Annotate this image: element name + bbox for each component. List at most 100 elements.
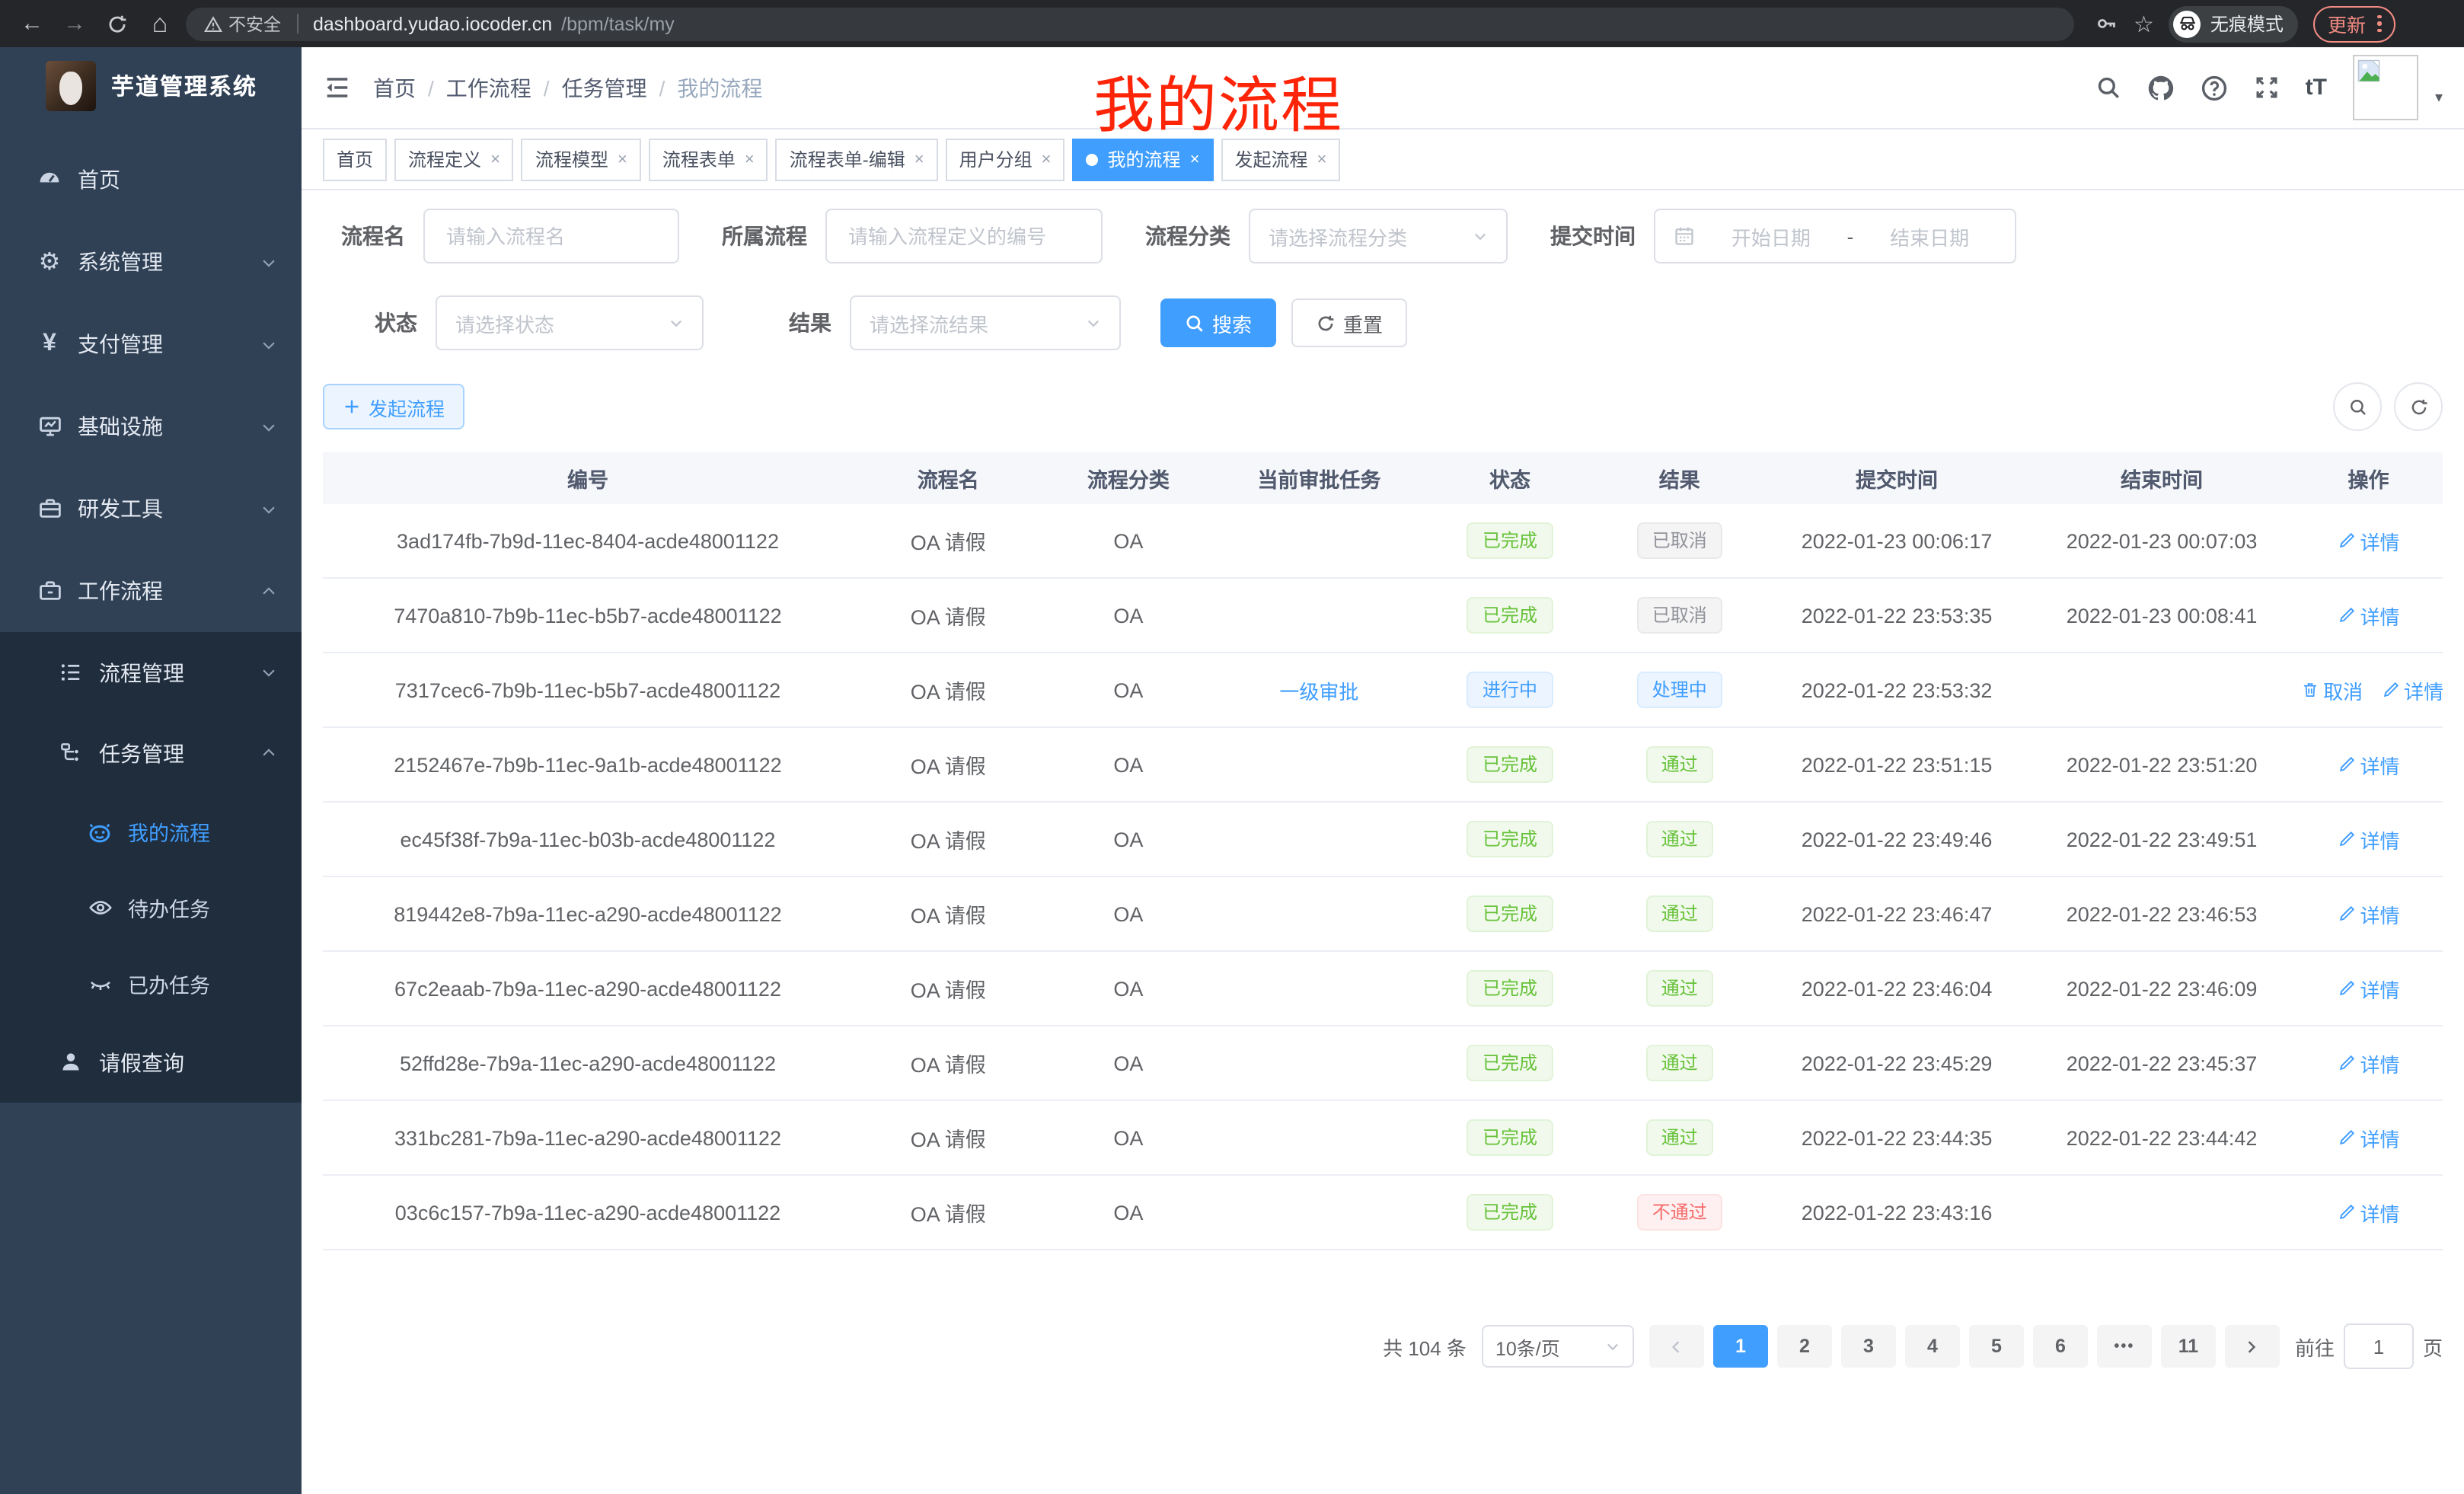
sidebar-item-home[interactable]: 首页 [0,139,302,221]
refresh-table-button[interactable] [2394,382,2443,431]
current-task-link[interactable]: 一级审批 [1279,680,1359,703]
search-button[interactable]: 搜索 [1160,298,1277,347]
sidebar-item-infra[interactable]: 基础设施 [0,385,302,468]
chevron-down-icon [669,315,684,330]
chevron-down-icon [1605,1339,1620,1354]
breadcrumb-home[interactable]: 首页 [373,75,416,100]
fullscreen-icon[interactable] [2254,75,2280,101]
home-icon[interactable]: ⌂ [152,8,168,37]
filter-label-process-name: 流程名 [341,224,405,248]
detail-link[interactable]: 详情 [2338,1198,2400,1227]
update-button[interactable]: 更新 [2313,5,2395,42]
sidebar-item-process-mgmt[interactable]: 流程管理 [0,632,302,713]
tab-process-definition[interactable]: 流程定义 × [394,138,514,180]
tab-my-process[interactable]: 我的流程 × [1072,138,1214,180]
page-content: 流程名 所属流程 流程分类 请选择流程分类 [302,190,2464,1494]
chrome-menu-icon[interactable] [2377,14,2382,33]
avatar[interactable] [2352,55,2418,120]
status-badge: 已完成 [1467,821,1553,857]
forward-icon[interactable]: → [63,11,86,37]
status-badge: 已完成 [1467,1119,1553,1156]
url-domain: dashboard.yudao.iocoder.cn [313,13,553,34]
detail-link[interactable]: 详情 [2338,601,2400,630]
page-button-5[interactable]: 5 [1968,1325,2024,1368]
page-button-3[interactable]: 3 [1840,1325,1896,1368]
search-icon[interactable] [2095,75,2121,101]
detail-link[interactable]: 详情 [2338,974,2400,1003]
sidebar-item-done[interactable]: 已办任务 [0,946,302,1022]
sidebar-item-task-mgmt[interactable]: 任务管理 [0,713,302,793]
reload-icon[interactable] [101,7,134,40]
app-logo[interactable]: 芋道管理系统 [0,47,302,123]
caret-down-icon[interactable]: ▾ [2434,90,2443,107]
sidebar-collapse-icon[interactable] [323,73,352,102]
detail-link[interactable]: 详情 [2338,526,2400,555]
detail-link[interactable]: 详情 [2381,675,2443,704]
date-range-input[interactable]: 开始日期 - 结束日期 [1654,209,2016,263]
page-button-6[interactable]: 6 [2032,1325,2088,1368]
detail-link[interactable]: 详情 [2338,825,2400,854]
prev-page-button[interactable] [1649,1325,1704,1368]
close-icon[interactable]: × [617,150,627,168]
next-page-button[interactable] [2224,1325,2280,1368]
process-name-input[interactable] [423,209,679,263]
tab-process-model[interactable]: 流程模型 × [521,138,641,180]
page-button-4[interactable]: 4 [1904,1325,1960,1368]
reset-button[interactable]: 重置 [1291,298,1408,347]
breadcrumb-current: 我的流程 [677,75,763,100]
category-select[interactable]: 请选择流程分类 [1249,209,1508,263]
incognito-icon [2173,10,2201,37]
page-button-2[interactable]: 2 [1776,1325,1832,1368]
security-warning[interactable]: 不安全 [204,11,281,36]
plus-icon [345,400,359,413]
breadcrumb-workflow[interactable]: 工作流程 [445,75,531,100]
edit-icon [2339,1204,2354,1220]
sidebar-item-pay[interactable]: ¥ 支付管理 [0,303,302,385]
table-row: 819442e8-7b9a-11ec-a290-acde48001122 OA … [323,876,2443,952]
result-badge: 通过 [1645,746,1713,783]
sidebar-item-my-process[interactable]: 我的流程 [0,793,302,870]
sidebar-item-todo[interactable]: 待办任务 [0,870,302,946]
create-process-button[interactable]: 发起流程 [323,384,465,429]
show-search-button[interactable] [2333,382,2382,431]
result-select[interactable]: 请选择流结果 [850,295,1121,350]
close-icon[interactable]: × [1041,150,1052,168]
bookmark-star-icon[interactable]: ☆ [2134,11,2154,37]
sidebar-item-dev[interactable]: 研发工具 [0,468,302,550]
cancel-link[interactable]: 取消 [2300,675,2363,704]
close-icon[interactable]: × [914,150,924,168]
tab-start-process[interactable]: 发起流程 × [1221,138,1341,180]
page-size-select[interactable]: 10条/页 [1481,1325,1634,1368]
close-icon[interactable]: × [744,150,755,168]
sidebar-item-system[interactable]: ⚙ 系统管理 [0,221,302,303]
sidebar-item-workflow[interactable]: 工作流程 [0,550,302,632]
status-select[interactable]: 请选择状态 [436,295,704,350]
close-icon[interactable]: × [1317,150,1327,168]
detail-link[interactable]: 详情 [2338,899,2400,928]
tab-process-form-edit[interactable]: 流程表单-编辑 × [775,138,938,180]
close-icon[interactable]: × [1189,150,1200,168]
process-def-input[interactable] [825,209,1103,263]
key-icon[interactable] [2095,12,2118,35]
page-button-11[interactable]: 11 [2160,1325,2216,1368]
filter-label-process-def: 所属流程 [722,224,807,248]
breadcrumb-task-mgmt[interactable]: 任务管理 [561,75,647,100]
address-bar[interactable]: 不安全 dashboard.yudao.iocoder.cn/bpm/task/… [186,7,2074,40]
help-icon[interactable] [2201,74,2228,101]
table-row: 7317cec6-7b9b-11ec-b5b7-acde48001122 OA … [323,653,2443,728]
github-icon[interactable] [2147,74,2175,101]
tab-user-group[interactable]: 用户分组 × [945,138,1065,180]
yen-icon: ¥ [43,330,56,356]
tab-home[interactable]: 首页 [323,138,388,180]
sidebar-item-leave-query[interactable]: 请假查询 [0,1022,302,1103]
font-size-icon[interactable]: tT [2305,75,2327,101]
detail-link[interactable]: 详情 [2338,1049,2400,1077]
more-pages-button[interactable]: ••• [2096,1325,2152,1368]
goto-page-input[interactable] [2343,1323,2414,1369]
detail-link[interactable]: 详情 [2338,1123,2400,1152]
page-button-1[interactable]: 1 [1712,1325,1768,1368]
close-icon[interactable]: × [490,150,500,168]
back-icon[interactable]: ← [21,11,43,37]
tab-process-form[interactable]: 流程表单 × [648,138,768,180]
detail-link[interactable]: 详情 [2338,750,2400,779]
